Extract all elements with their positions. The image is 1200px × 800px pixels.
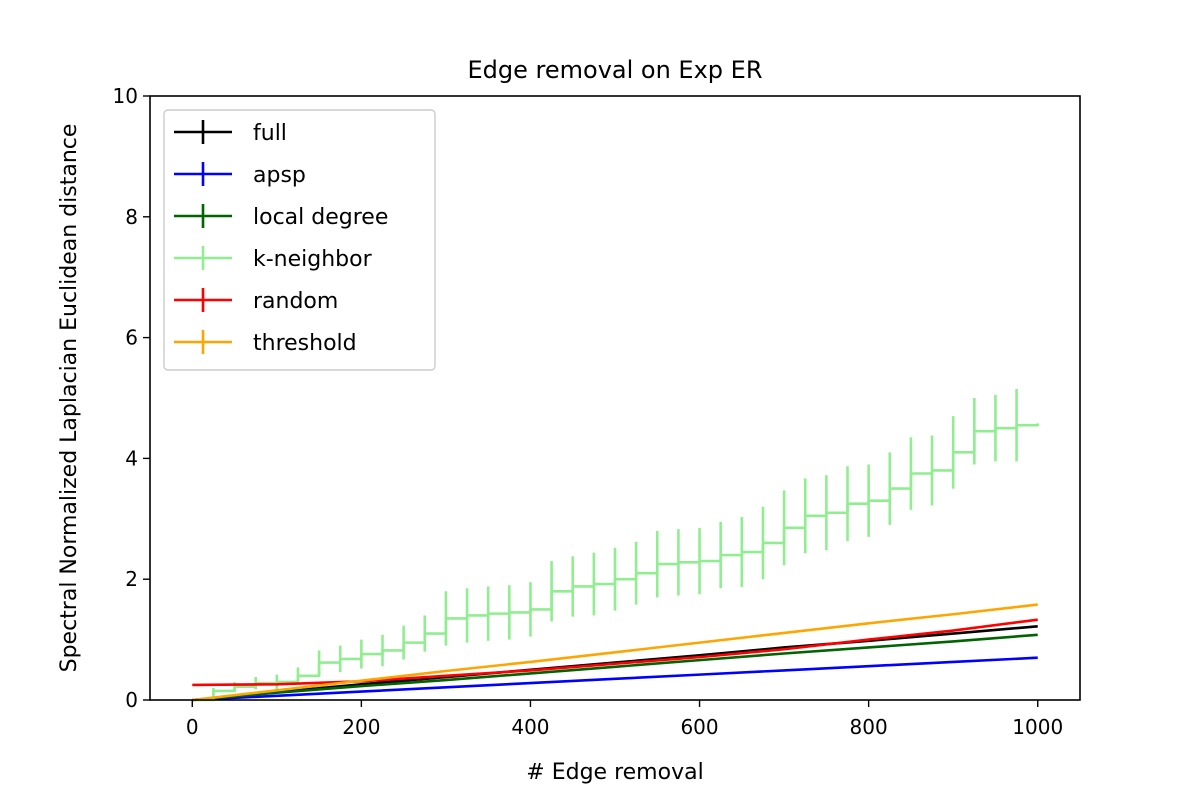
y-tick-label: 8 — [125, 205, 138, 229]
legend-label: local degree — [253, 205, 388, 230]
legend-label: full — [253, 121, 287, 146]
series-line — [192, 633, 1038, 702]
y-tick-label: 10 — [113, 84, 138, 108]
y-tick-label: 6 — [125, 326, 138, 350]
x-tick-label: 400 — [511, 715, 549, 739]
legend-item: local degree — [174, 204, 388, 230]
series-apsp — [192, 656, 1038, 702]
legend-label: threshold — [253, 331, 357, 356]
legend-item: apsp — [174, 162, 306, 188]
x-tick-label: 0 — [186, 715, 199, 739]
series-line — [192, 656, 1038, 702]
x-tick-label: 200 — [342, 715, 380, 739]
plot-area — [192, 388, 1040, 702]
legend-item: random — [174, 288, 338, 314]
x-tick-label: 800 — [850, 715, 888, 739]
x-axis: 0 200 400 600 800 1000 — [186, 700, 1063, 739]
y-tick-label: 0 — [125, 688, 138, 712]
x-tick-label: 600 — [680, 715, 718, 739]
y-tick-label: 2 — [125, 567, 138, 591]
series-line — [192, 618, 1038, 687]
legend-item: k-neighbor — [174, 246, 373, 272]
plot-frame — [149, 95, 1081, 701]
y-axis: 0 2 4 6 8 10 — [113, 84, 150, 712]
chart-title: Edge removal on Exp ER — [468, 56, 763, 84]
series-line — [192, 603, 1038, 702]
x-tick-label: 1000 — [1012, 715, 1063, 739]
series-threshold — [192, 603, 1038, 702]
series-local-degree — [192, 633, 1038, 702]
x-axis-label: # Edge removal — [526, 760, 703, 785]
y-axis-label: Spectral Normalized Laplacian Euclidean … — [57, 124, 82, 673]
legend-label: apsp — [253, 163, 306, 188]
legend-label: k-neighbor — [253, 247, 373, 272]
series-random — [192, 618, 1038, 687]
legend: full apsp local degree k-neighbor random thre… — [163, 109, 436, 371]
y-tick-label: 4 — [125, 446, 138, 470]
series-k-neighbor — [192, 388, 1040, 702]
legend-item: threshold — [174, 330, 357, 356]
legend-label: random — [253, 289, 338, 314]
legend-item: full — [174, 120, 287, 146]
